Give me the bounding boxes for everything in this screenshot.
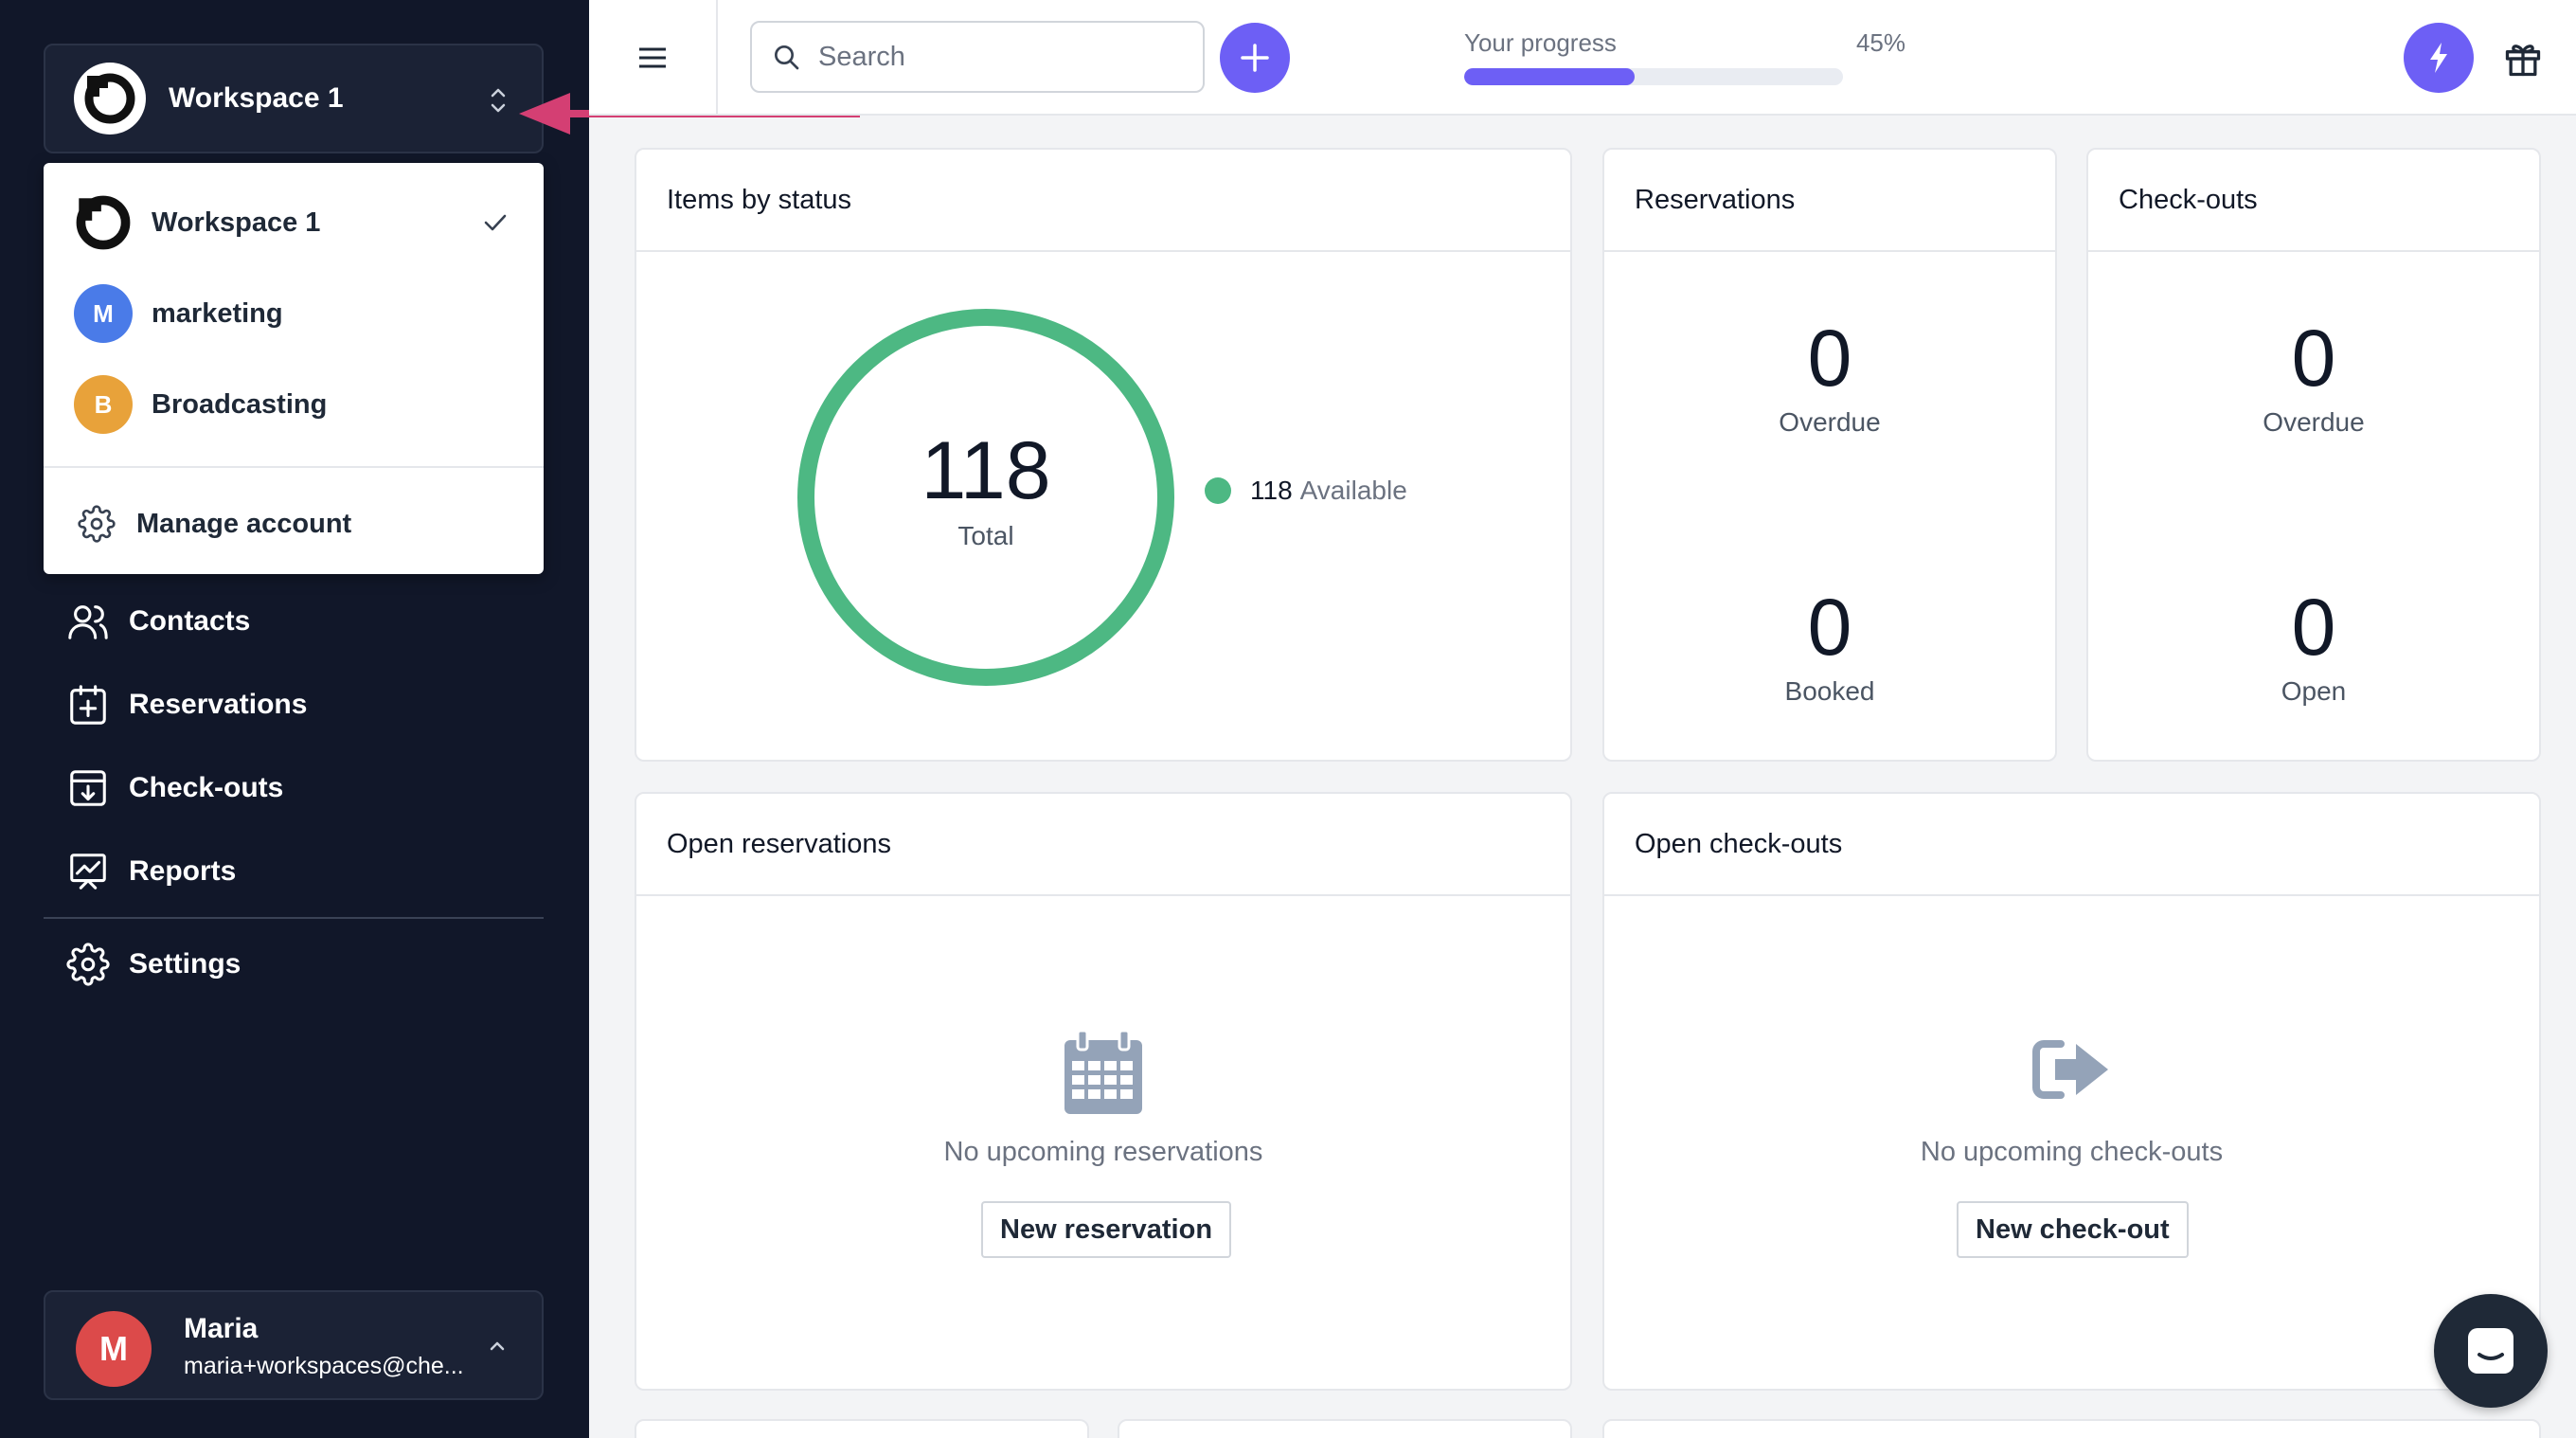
dropdown-divider bbox=[44, 466, 544, 468]
reservations-booked-stat[interactable]: 0 Booked bbox=[1604, 587, 2055, 707]
sidebar-item-check-outs[interactable]: Check-outs bbox=[66, 760, 283, 817]
workspace-name: Workspace 1 bbox=[169, 82, 344, 114]
sidebar-item-reports[interactable]: Reports bbox=[66, 843, 236, 900]
new-reservation-button[interactable]: New reservation bbox=[981, 1201, 1232, 1258]
workspace-avatar: M bbox=[74, 284, 133, 343]
chevron-up-icon bbox=[490, 1341, 505, 1351]
user-menu[interactable]: M Maria maria+workspaces@che... bbox=[44, 1290, 544, 1400]
sidebar-item-label: Reports bbox=[129, 855, 237, 887]
sidebar-item-label: Reservations bbox=[129, 689, 308, 720]
workspace-logo-icon bbox=[74, 193, 133, 252]
stat-label: Booked bbox=[1784, 676, 1875, 706]
workspace-option-label: Broadcasting bbox=[152, 388, 328, 420]
stat-label: Open bbox=[2281, 676, 2347, 706]
workspace-switcher[interactable]: Workspace 1 bbox=[44, 44, 544, 153]
hamburger-menu-icon bbox=[639, 47, 666, 68]
stat-value: 0 bbox=[1807, 314, 1852, 403]
sidebar-item-reservations[interactable]: Reservations bbox=[66, 676, 307, 733]
progress-label: Your progress bbox=[1464, 28, 1617, 57]
gear-icon bbox=[78, 505, 116, 543]
card-title: Open check-outs bbox=[1604, 794, 2539, 896]
chart-presentation-icon bbox=[70, 854, 106, 890]
open-checkouts-card: Open check-outs No upcoming check-outs N… bbox=[1602, 792, 2541, 1391]
workspace-option-marketing[interactable]: M marketing bbox=[74, 282, 513, 345]
progress-bar bbox=[1464, 68, 1843, 85]
stat-value: 0 bbox=[2291, 583, 2336, 672]
lightning-bolt-icon bbox=[2430, 43, 2447, 73]
add-button[interactable] bbox=[1220, 23, 1290, 93]
status-donut-chart: 118 Total bbox=[796, 307, 1176, 688]
stat-value: 0 bbox=[2291, 314, 2336, 403]
empty-state-text: No upcoming reservations bbox=[943, 1137, 1263, 1167]
chat-launcher-button[interactable] bbox=[2434, 1294, 2548, 1408]
user-name: Maria bbox=[184, 1313, 259, 1344]
workspace-option-workspace-1[interactable]: Workspace 1 bbox=[74, 191, 513, 254]
donut-total-label: Total bbox=[957, 521, 1014, 550]
items-by-status-card: Items by status 118 Total 118 Available bbox=[635, 148, 1572, 762]
checkouts-card: Check-outs 0 Overdue 0 Open bbox=[2086, 148, 2541, 762]
new-checkout-button[interactable]: New check-out bbox=[1957, 1201, 2189, 1258]
reservations-overdue-stat[interactable]: 0 Overdue bbox=[1604, 318, 2055, 438]
bottom-card bbox=[1602, 1419, 2541, 1438]
sidebar-item-label: Check-outs bbox=[129, 772, 284, 803]
chat-icon bbox=[2468, 1328, 2513, 1374]
workspace-dropdown: Workspace 1 M marketing B Broadcasting M… bbox=[44, 163, 544, 574]
search-icon bbox=[775, 45, 799, 70]
sidebar-item-label: Contacts bbox=[129, 605, 251, 637]
avatar: M bbox=[76, 1311, 152, 1387]
bottom-card bbox=[635, 1419, 1089, 1438]
search-input[interactable] bbox=[818, 41, 1178, 73]
bottom-card bbox=[1118, 1419, 1572, 1438]
sidebar-item-label: Settings bbox=[129, 948, 242, 980]
manage-account-button[interactable]: Manage account bbox=[78, 493, 351, 555]
topbar: Your progress 45% bbox=[589, 0, 2576, 116]
nav-divider bbox=[44, 917, 544, 919]
checkouts-overdue-stat[interactable]: 0 Overdue bbox=[2088, 318, 2539, 438]
chevron-up-down-icon bbox=[491, 88, 506, 113]
workspace-option-label: Workspace 1 bbox=[152, 207, 321, 238]
legend-count: 118 bbox=[1250, 476, 1293, 505]
workspace-avatar: B bbox=[74, 375, 133, 434]
workspace-option-label: marketing bbox=[152, 297, 283, 329]
workspace-logo-icon bbox=[74, 63, 146, 135]
sidebar-item-contacts[interactable]: Contacts bbox=[66, 593, 250, 650]
donut-ring bbox=[797, 309, 1174, 686]
gift-button[interactable] bbox=[2498, 34, 2548, 83]
stat-value: 0 bbox=[1807, 583, 1852, 672]
empty-state-text: No upcoming check-outs bbox=[1920, 1137, 2224, 1167]
checkouts-open-stat[interactable]: 0 Open bbox=[2088, 587, 2539, 707]
workspace-option-broadcasting[interactable]: B Broadcasting bbox=[74, 373, 513, 436]
sidebar-item-settings[interactable]: Settings bbox=[66, 936, 241, 993]
card-title: Open reservations bbox=[636, 794, 1570, 896]
check-icon bbox=[484, 214, 507, 231]
tray-down-icon bbox=[70, 770, 106, 806]
manage-account-label: Manage account bbox=[136, 508, 352, 539]
open-reservations-card: Open reservations No upcoming reservatio… bbox=[635, 792, 1572, 1391]
calendar-plus-icon bbox=[70, 685, 106, 725]
card-title: Items by status bbox=[636, 150, 1570, 252]
sidebar: Workspace 1 Workspace 1 M marketing bbox=[0, 0, 589, 1438]
sign-out-icon bbox=[1604, 1036, 2539, 1103]
donut-legend: 118 Available bbox=[1205, 476, 1407, 506]
legend-dot bbox=[1205, 477, 1231, 504]
gear-icon bbox=[66, 943, 110, 986]
stat-label: Overdue bbox=[2263, 407, 2365, 437]
users-icon bbox=[68, 605, 108, 639]
donut-total-value: 118 bbox=[921, 425, 1051, 516]
whats-new-button[interactable] bbox=[2404, 23, 2474, 93]
legend-label: Available bbox=[1299, 476, 1407, 505]
menu-toggle-button[interactable] bbox=[589, 0, 718, 116]
progress-bar-fill bbox=[1464, 68, 1635, 85]
card-title: Check-outs bbox=[2088, 150, 2539, 252]
search-box[interactable] bbox=[750, 21, 1205, 93]
progress-percent: 45% bbox=[1855, 28, 1905, 57]
calendar-icon bbox=[636, 1029, 1570, 1116]
user-email: maria+workspaces@che... bbox=[184, 1353, 464, 1379]
gift-icon bbox=[2505, 45, 2541, 77]
card-title: Reservations bbox=[1604, 150, 2055, 252]
plus-icon bbox=[1241, 44, 1269, 72]
reservations-card: Reservations 0 Overdue 0 Booked bbox=[1602, 148, 2057, 762]
stat-label: Overdue bbox=[1779, 407, 1881, 437]
